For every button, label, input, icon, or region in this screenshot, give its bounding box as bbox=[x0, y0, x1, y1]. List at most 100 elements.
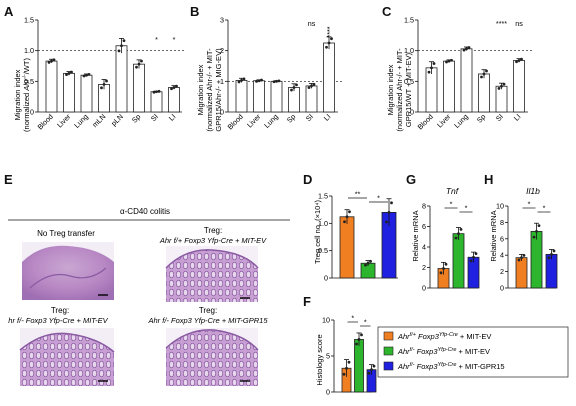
panel-label-b: B bbox=[190, 4, 200, 19]
chart-c-ytick-label: 1.5 bbox=[404, 16, 414, 25]
chart-b-point bbox=[310, 84, 313, 88]
chart-h-ytick-label: 2 bbox=[500, 267, 504, 276]
panel-label-h: H bbox=[484, 172, 494, 187]
chart-c-point bbox=[517, 59, 521, 62]
chart-b-bar bbox=[253, 80, 265, 113]
chart-d-point bbox=[348, 210, 351, 214]
chart-f-point bbox=[370, 368, 373, 372]
legend-swatch bbox=[383, 346, 394, 356]
chart-d-ylabel: Treg cell no. (×10⁴) bbox=[313, 199, 322, 264]
chart-a-point bbox=[135, 65, 138, 69]
chart-f-point bbox=[372, 364, 376, 368]
chart-c-bar bbox=[513, 60, 525, 113]
chart-h-point bbox=[537, 224, 541, 228]
chart-h-comparison-label: * bbox=[528, 200, 531, 209]
chart-b-ylabel-3: GPR15/Ahr-/- + MIG-EV) bbox=[214, 48, 223, 132]
chart-c-bar bbox=[425, 67, 438, 113]
chart-b-point bbox=[307, 86, 311, 90]
histology-image-ahr-fminus-ev bbox=[19, 328, 115, 386]
chart-c-bar bbox=[495, 85, 508, 113]
chart-a-point bbox=[50, 59, 53, 63]
chart-a-point bbox=[155, 90, 158, 94]
chart-a-xtick-label: Sp bbox=[130, 112, 143, 125]
chart-c-point bbox=[485, 69, 488, 73]
chart-h-ytick-label: 0 bbox=[500, 284, 504, 293]
chart-a-point bbox=[105, 79, 108, 83]
chart-a-significance: * bbox=[155, 35, 158, 44]
chart-a-point bbox=[122, 39, 126, 43]
panel-label-d: D bbox=[303, 172, 313, 187]
chart-h-point bbox=[517, 258, 521, 262]
panel-label-g: G bbox=[406, 172, 417, 187]
chart-b-bar bbox=[235, 80, 248, 113]
chart-b-significance: **** bbox=[325, 26, 334, 37]
chart-g-point bbox=[454, 236, 458, 240]
chart-a-bar bbox=[150, 91, 163, 113]
legend-label: Ahrf/+ Foxp3Yfp-Cre + MIT-EV bbox=[397, 332, 491, 341]
chart-c-ylabel-3: GPR15/WT + MIT-EV) bbox=[404, 52, 413, 127]
chart-a-ytick-label: 0 bbox=[30, 108, 34, 117]
chart-b-point bbox=[277, 79, 281, 83]
chart-d-ytick-label: 0.5 bbox=[318, 246, 328, 255]
chart-c-point bbox=[502, 82, 506, 86]
chart-h-ytick-label: 4 bbox=[500, 251, 504, 260]
chart-a-ytick-label: 1.0 bbox=[24, 46, 34, 55]
chart-a-point bbox=[137, 62, 141, 66]
chart-c-bar bbox=[460, 48, 473, 113]
chart-c-point bbox=[465, 47, 468, 51]
legend-swatch bbox=[383, 331, 394, 341]
chart-d-point bbox=[343, 220, 346, 224]
chart-g-ytick-label: 6 bbox=[422, 222, 426, 231]
chart-b-ytick-label: 3 bbox=[220, 16, 224, 25]
chart-d-point bbox=[345, 215, 349, 219]
chart-b-point bbox=[312, 82, 316, 86]
chart-a-xtick-label: Blood bbox=[36, 112, 55, 131]
chart-d-comparison-label: ** bbox=[355, 190, 361, 199]
chart-h-comparison-label: * bbox=[543, 204, 546, 213]
chart-a-xtick-label: SI bbox=[149, 112, 160, 123]
chart-d-ytick-label: 0 bbox=[324, 274, 328, 283]
chart-a-bar bbox=[115, 45, 128, 113]
chart-g-comparison-label: * bbox=[465, 204, 468, 213]
chart-f-point bbox=[342, 372, 346, 376]
chart-a-point bbox=[67, 71, 71, 75]
chart-c-bar bbox=[478, 73, 490, 113]
chart-a-bar bbox=[80, 74, 93, 113]
img2-title-l2: Ahr f/+ Foxp3 Yfp-Cre + MIT-EV bbox=[159, 236, 267, 245]
chart-h-title: Il1b bbox=[526, 186, 540, 196]
chart-b-point bbox=[242, 77, 246, 81]
chart-c-point bbox=[520, 57, 523, 61]
chart-f-comparison-label: * bbox=[364, 318, 367, 327]
chart-c-bar bbox=[443, 60, 455, 113]
chart-a-point bbox=[47, 60, 51, 64]
chart-d-ytick-label: 1.0 bbox=[318, 219, 328, 228]
chart-d-point bbox=[390, 201, 393, 205]
chart-c-xtick-label: Sp bbox=[475, 112, 488, 125]
chart-g-ytick-label: 8 bbox=[422, 202, 426, 211]
legend: Ahrf/+ Foxp3Yfp-Cre + MIT-EV Ahrf/- Foxp3… bbox=[377, 326, 569, 378]
chart-f-point bbox=[360, 333, 363, 337]
chart-f-ytick-label: 5 bbox=[326, 352, 330, 361]
chart-b-point bbox=[275, 79, 278, 83]
panel-label-c: C bbox=[382, 4, 392, 19]
chart-c-point bbox=[467, 46, 471, 49]
chart-f-point bbox=[357, 338, 361, 341]
chart-f-ytick-label: 10 bbox=[322, 316, 330, 325]
chart-c-ylabel-1: Migration index bbox=[386, 64, 395, 115]
chart-b-significance: ns bbox=[308, 19, 316, 28]
chart-b-point bbox=[255, 79, 258, 83]
chart-a-point bbox=[175, 84, 178, 88]
chart-f-point bbox=[345, 366, 348, 370]
img1-title: No Treg transfer bbox=[37, 229, 95, 238]
chart-a-point bbox=[52, 58, 56, 62]
chart-a-point bbox=[100, 86, 103, 90]
chart-a-point bbox=[70, 70, 73, 74]
chart-b-xtick-label: Sp bbox=[285, 112, 298, 125]
chart-d-point bbox=[366, 261, 370, 265]
chart-g-point bbox=[469, 259, 473, 263]
chart-f-bar bbox=[354, 339, 364, 393]
chart-a-point bbox=[120, 44, 123, 48]
chart-h-bar bbox=[515, 257, 528, 289]
chart-a-xtick-label: LI bbox=[167, 112, 178, 123]
chart-d-ytick-label: 1.5 bbox=[318, 192, 328, 201]
